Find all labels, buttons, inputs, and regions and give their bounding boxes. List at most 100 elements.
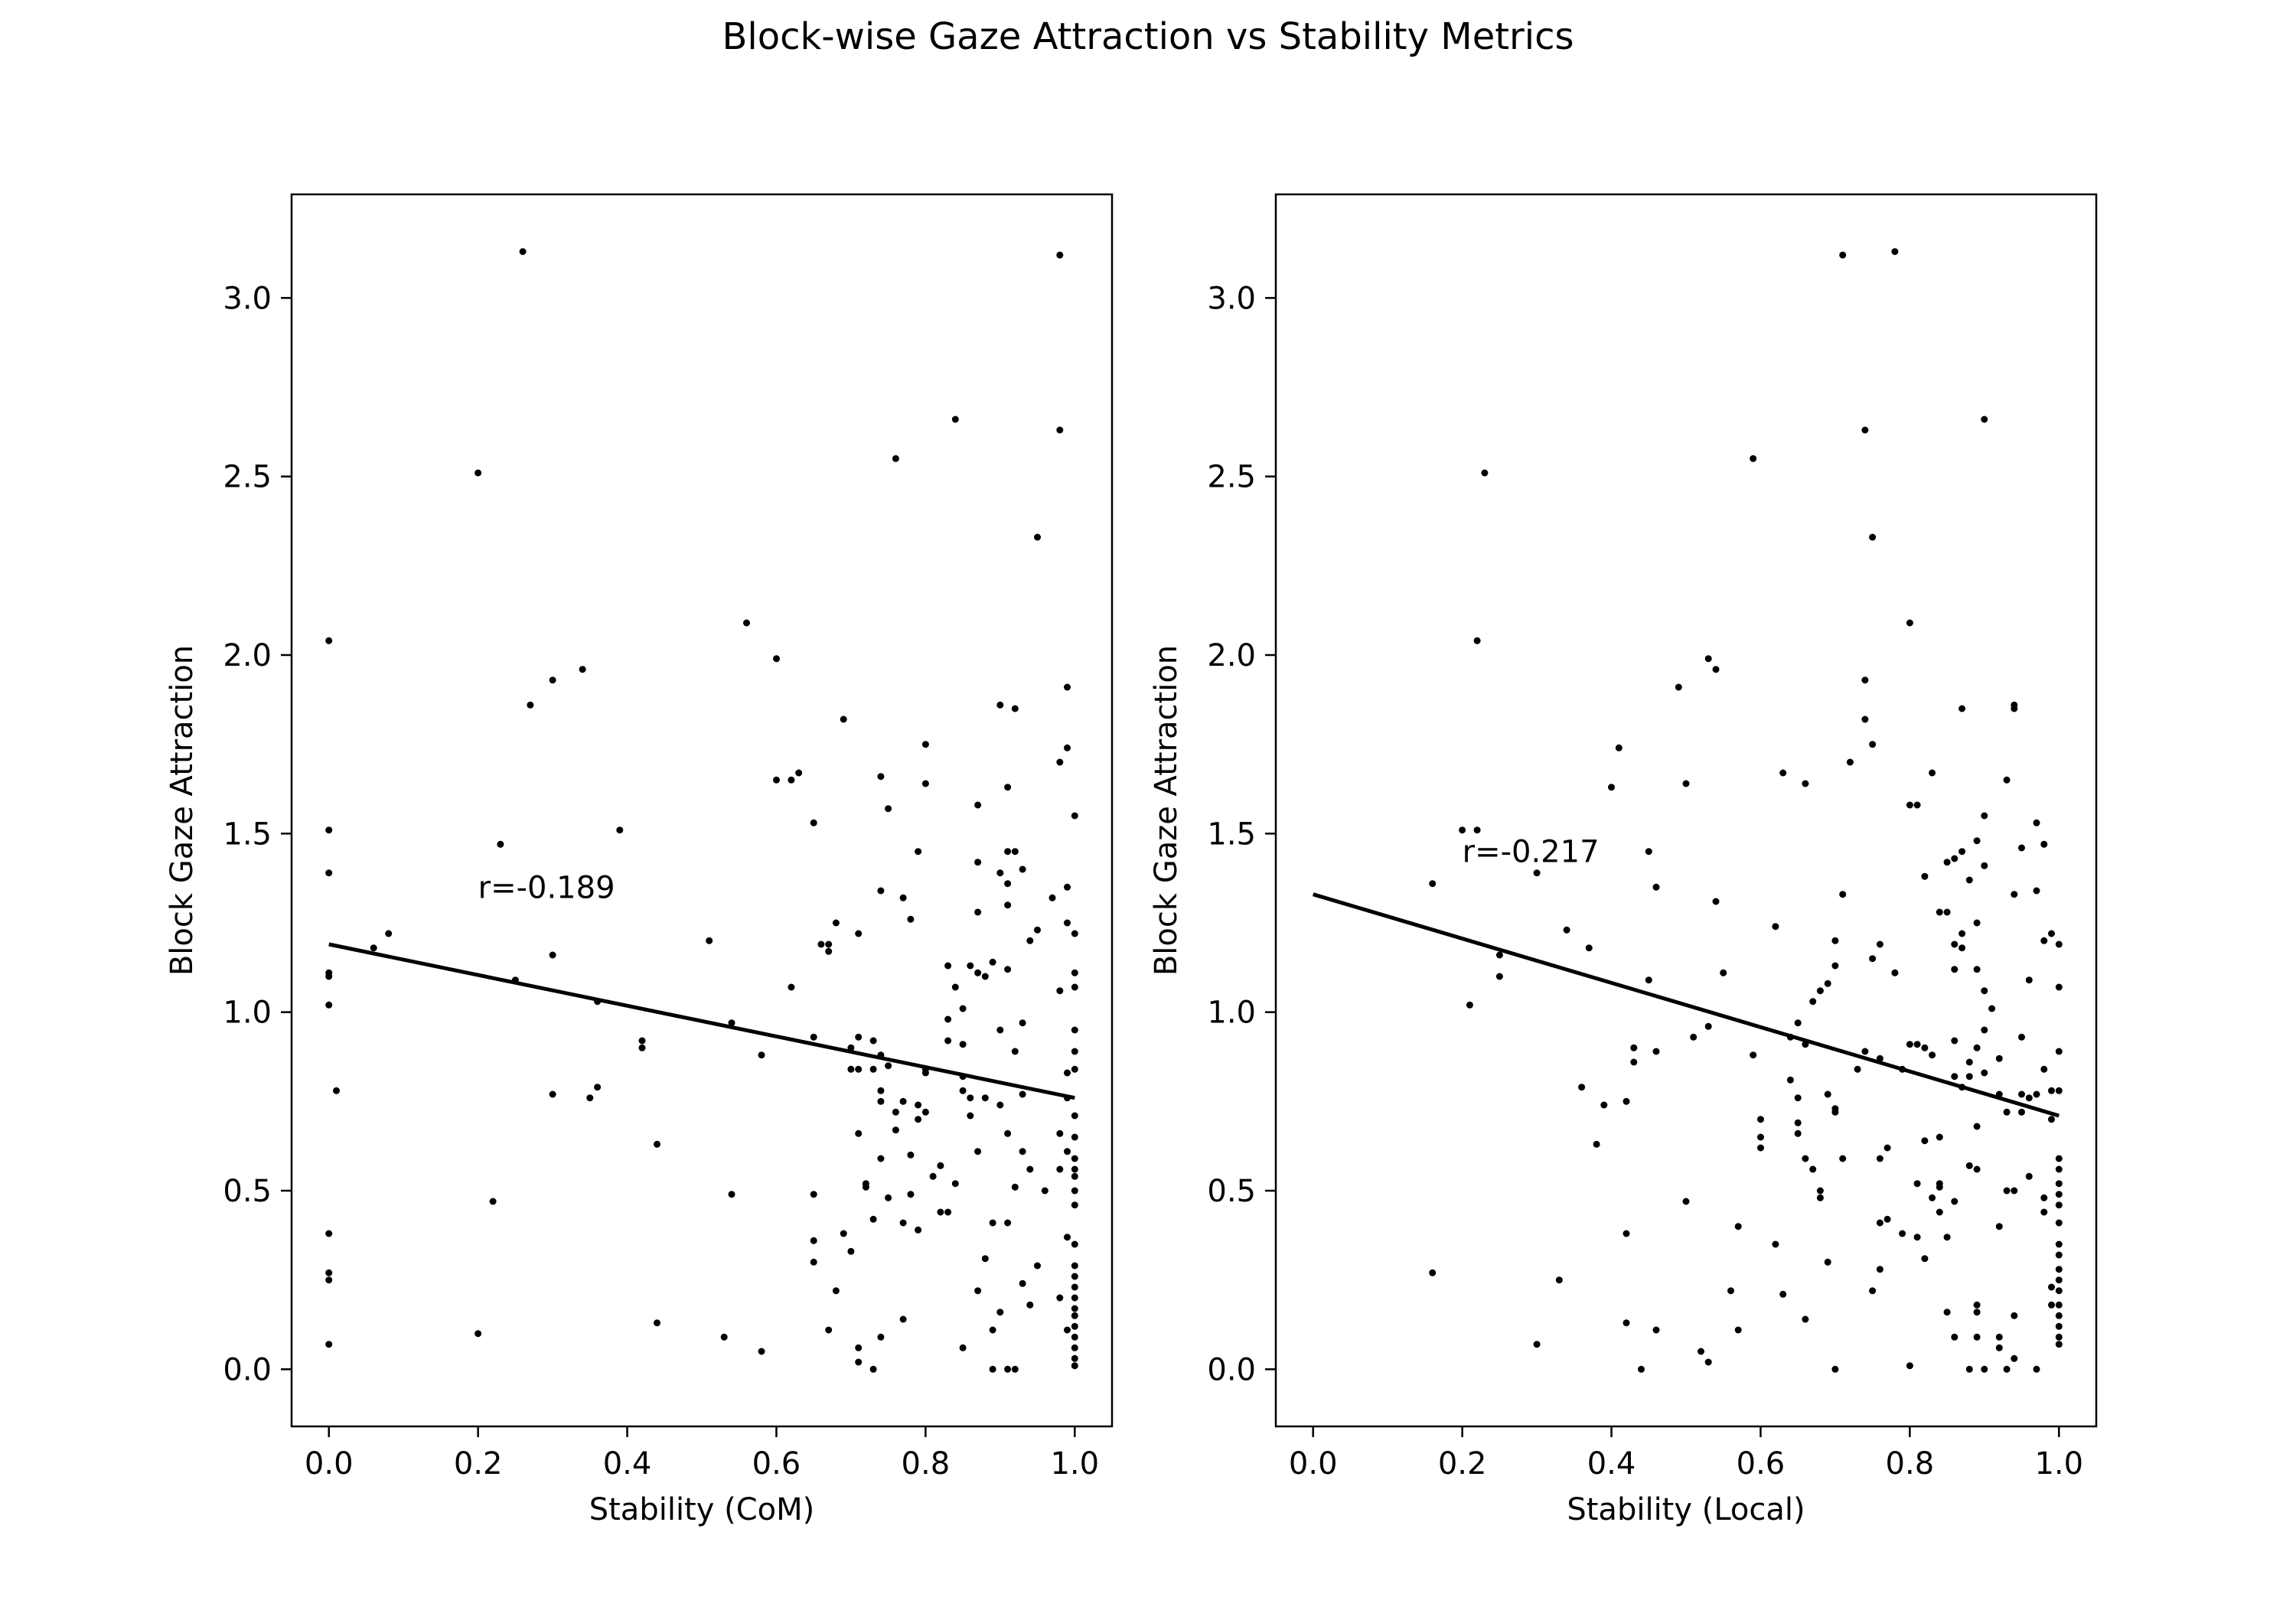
data-point [855,1065,863,1073]
figure-title: Block-wise Gaze Attraction vs Stability … [722,15,1574,58]
data-point [1913,801,1921,809]
data-point [325,1269,333,1276]
data-point [1951,1333,1958,1341]
data-point [1973,1333,1981,1341]
data-point [1981,1069,1988,1077]
data-point [2018,844,2025,852]
data-point [586,1094,594,1102]
data-point [810,1191,817,1198]
y-tick-label: 0.0 [1207,1352,1256,1387]
data-point [2018,1108,2025,1116]
data-point [1011,705,1019,712]
data-point [1071,1262,1078,1270]
data-point [974,801,982,809]
data-point [1071,1187,1078,1195]
data-point [2040,1208,2048,1216]
data-point [788,983,795,991]
data-point [907,1191,915,1198]
data-point [1652,883,1660,891]
data-point [892,455,899,462]
data-point [1623,1319,1630,1327]
data-point [967,1094,974,1102]
data-point [840,715,847,723]
data-point [2048,1087,2055,1094]
data-point [2055,940,2063,948]
data-point [1891,248,1899,256]
data-point [2011,705,2018,712]
data-point [1712,898,1720,905]
data-point [921,741,929,748]
data-point [1981,987,1988,995]
data-point [1056,1165,1064,1173]
data-point [2055,1191,2063,1198]
x-tick-label: 0.6 [1737,1446,1786,1482]
data-point [2011,1354,2018,1362]
data-point [974,908,982,916]
y-tick-label: 1.0 [223,996,272,1031]
y-tick-label: 1.0 [1207,996,1256,1031]
data-point [1682,780,1690,787]
data-point [951,416,959,423]
data-point [959,1087,967,1094]
data-point [1011,1365,1019,1373]
data-point [2040,1065,2048,1073]
data-point [1727,1287,1734,1295]
data-point [996,701,1004,709]
data-point [869,1215,877,1223]
data-point [1921,872,1929,880]
data-point [1973,1301,1981,1309]
data-point [967,1112,974,1120]
data-point [1578,1084,1586,1091]
data-point [899,1097,907,1105]
x-tick-label: 0.2 [454,1446,503,1482]
data-point [616,826,624,834]
data-point [1913,1041,1921,1048]
data-point [1720,969,1727,976]
data-point [475,469,482,477]
data-point [1071,983,1078,991]
data-point [1041,1187,1049,1195]
x-tick-label: 0.0 [1289,1446,1338,1482]
data-point [370,944,377,952]
data-point [1429,880,1437,888]
data-point [847,1247,855,1255]
data-point [915,1101,922,1109]
data-point [1899,1230,1906,1237]
data-point [638,1037,646,1045]
data-point [915,1226,922,1234]
data-point [1071,1312,1078,1319]
data-point [1958,944,1966,952]
data-point [1064,1326,1071,1334]
data-point [1809,1165,1817,1173]
data-point [1802,780,1809,787]
data-point [877,773,885,781]
data-point [855,930,863,937]
data-point [1943,908,1951,916]
data-point [2055,1155,2063,1162]
data-point [2055,1322,2063,1330]
data-point [877,1155,885,1162]
data-point [325,869,333,877]
data-point [1071,1294,1078,1302]
x-tick-label: 1.0 [1050,1446,1099,1482]
y-tick-label: 1.5 [1207,817,1256,852]
data-point [1831,1108,1839,1116]
data-point [974,969,982,976]
data-point [869,1065,877,1073]
data-point [1936,1133,1943,1141]
data-point [885,1194,892,1201]
regression-line [1313,892,2060,1118]
data-point [1593,1140,1600,1148]
data-point [885,1062,892,1070]
x-tick-label: 0.0 [305,1446,354,1482]
data-point [899,894,907,901]
data-point [921,1069,929,1077]
data-point [549,951,556,959]
data-point [825,940,833,948]
data-point [1071,1240,1078,1248]
data-point [2033,1365,2040,1373]
data-point [1071,1026,1078,1034]
data-point [1973,837,1981,845]
data-point [810,1033,817,1041]
data-point [2055,1333,2063,1341]
